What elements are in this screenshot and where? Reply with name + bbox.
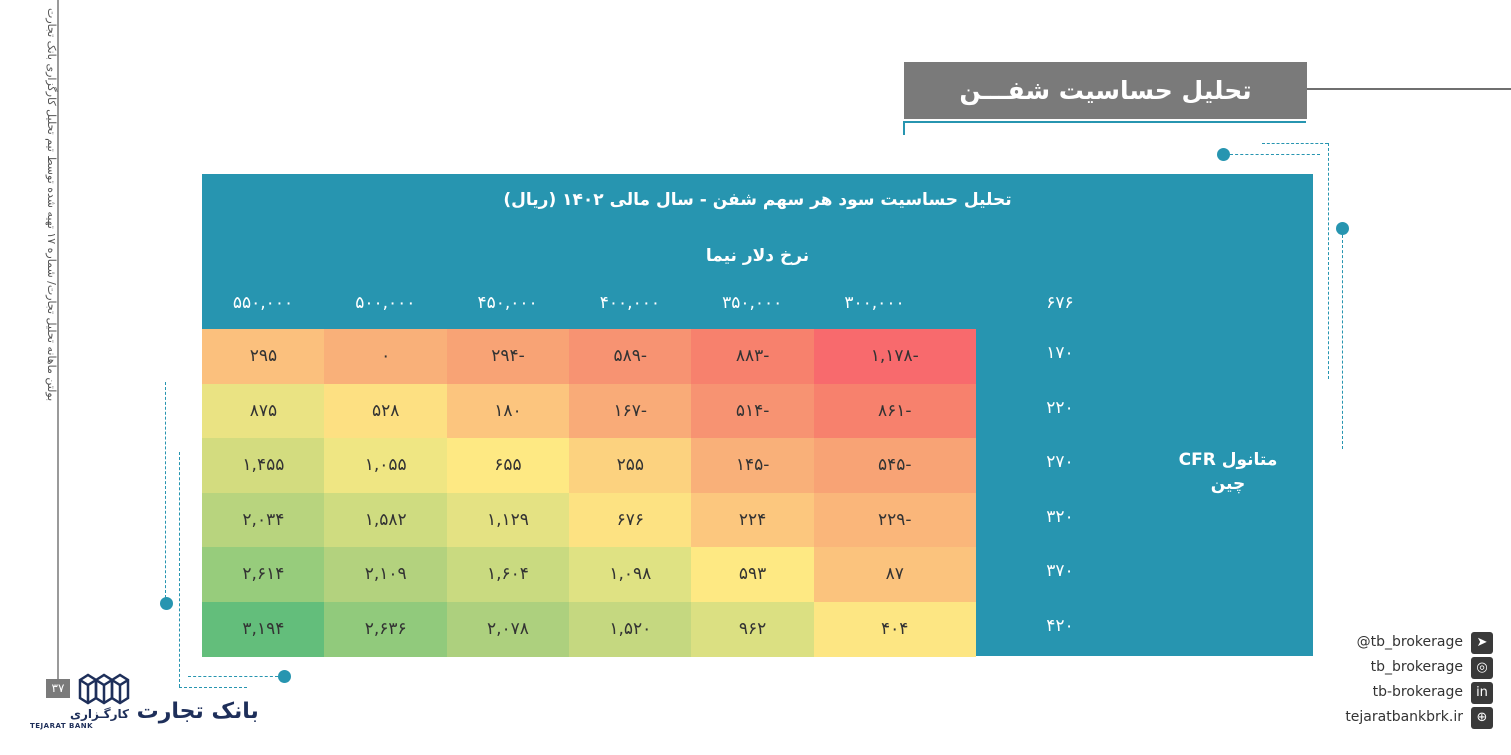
instagram-icon[interactable]: ◎: [1471, 657, 1493, 679]
decor-line: [1342, 235, 1343, 449]
table-cell: ۲۹۵: [202, 329, 325, 384]
title-tick: [903, 121, 905, 135]
logo-text: بانک تجارت کارگـزاری: [70, 699, 259, 724]
decor-line: [188, 676, 278, 677]
table-cell: ۲۲۴: [691, 492, 814, 548]
decor-line: [1230, 154, 1320, 155]
table-cell: ۱۴۵-: [691, 438, 814, 493]
table-cell: ۱,۵۸۲: [324, 492, 448, 548]
table-cell: ۲۲۹-: [813, 492, 976, 548]
table-cell: ۱,۴۵۵: [202, 438, 325, 493]
decor-dot: [160, 597, 173, 610]
row-header: ۱۷۰: [1046, 343, 1074, 363]
column-header: ۴۵۰,۰۰۰: [477, 293, 538, 313]
decor-dot: [1217, 148, 1230, 161]
table-cell: ۹۶۲: [691, 601, 814, 657]
column-header: ۴۰۰,۰۰۰: [599, 293, 660, 313]
table-cell: ۵۱۴-: [691, 383, 814, 439]
decor-line: [179, 687, 247, 688]
page-number: ۳۷: [46, 679, 70, 698]
table-cell: ۱,۰۹۸: [568, 547, 692, 602]
sidebar-rule: [57, 0, 59, 680]
decor-line: [165, 382, 166, 598]
table-cell: ۳,۱۹۴: [202, 601, 325, 657]
table-cell: ۸۶۱-: [813, 383, 976, 439]
column-header: ۵۵۰,۰۰۰: [232, 293, 294, 313]
table-cell: ۲,۶۱۴: [202, 547, 325, 602]
y-axis-label: متانول CFR چین: [1160, 448, 1296, 496]
decor-line: [1262, 143, 1328, 144]
table-cell: ۸۷۵: [202, 383, 325, 439]
row-header: ۳۲۰: [1046, 506, 1074, 527]
table-cell: ۱,۶۰۴: [446, 547, 570, 602]
table-cell: ۵۴۵-: [813, 438, 976, 493]
table-cell: ۵۲۸: [324, 383, 448, 439]
table-cell: ۲,۰۷۸: [446, 601, 570, 657]
table-cell: ۶۵۵: [446, 438, 570, 493]
globe-icon[interactable]: ⊕: [1471, 707, 1493, 729]
table-cell: ۱۶۷-: [568, 383, 692, 439]
table-corner: ۶۷۶: [1046, 293, 1074, 313]
table-cell: ۲,۰۳۴: [202, 492, 325, 548]
table-cell: ۶۷۶: [568, 492, 692, 548]
table-title: تحلیل حساسیت سود هر سهم شفن - سال مالی ۱…: [503, 190, 1012, 210]
y-axis-label-line2: چین: [1210, 474, 1246, 494]
decor-line: [179, 452, 180, 687]
decor-dot: [278, 670, 291, 683]
table-cell: ۵۹۳: [691, 547, 814, 602]
telegram-icon[interactable]: ➤: [1471, 632, 1493, 654]
row-header: ۲۷۰: [1046, 452, 1074, 472]
title-underline: [904, 121, 1306, 123]
y-axis-label-line1: متانول CFR: [1178, 450, 1278, 470]
page-title: تحلیل حساسیت شفـــن: [904, 62, 1307, 119]
table-cell: ۱,۵۲۰: [568, 601, 692, 657]
table-cell: ۸۷: [813, 547, 976, 602]
linkedin-icon[interactable]: in: [1471, 682, 1493, 704]
social-link-text[interactable]: tejaratbankbrk.ir: [1345, 709, 1463, 725]
x-axis-label: نرخ دلار نیما: [705, 246, 810, 266]
logo-icon: [78, 673, 130, 705]
table-cell: ۲,۶۳۶: [324, 601, 448, 657]
row-header: ۴۲۰: [1046, 615, 1074, 636]
row-header: ۳۷۰: [1046, 561, 1074, 581]
title-rule: [1306, 88, 1511, 90]
table-cell: ۱,۰۵۵: [324, 438, 448, 493]
social-link-text[interactable]: tb-brokerage: [1372, 684, 1463, 700]
column-header: ۵۰۰,۰۰۰: [355, 293, 416, 313]
table-cell: ۲۹۴-: [446, 329, 570, 384]
sidebar-caption: بولتن ماهانه تحلیل تجارت/ شماره ۱۷ تهیه …: [45, 8, 58, 402]
decor-dot: [1336, 222, 1349, 235]
row-header: ۲۲۰: [1046, 397, 1074, 418]
table-cell: ۱,۱۷۸-: [813, 329, 976, 384]
table-cell: ۲۵۵: [568, 438, 692, 493]
table-cell: ۴۰۴: [813, 601, 976, 657]
table-cell: ۸۸۳-: [691, 329, 814, 384]
column-header: ۳۵۰,۰۰۰: [722, 293, 783, 313]
social-link-text[interactable]: tb_brokerage: [1370, 659, 1463, 675]
table-cell: ۵۸۹-: [568, 329, 692, 384]
table-cell: ۲,۱۰۹: [324, 547, 448, 602]
column-header: ۳۰۰,۰۰۰: [844, 293, 905, 313]
social-link-text[interactable]: @tb_brokerage: [1356, 634, 1463, 650]
table-cell: ۱,۱۲۹: [446, 492, 570, 548]
decor-line: [1328, 143, 1329, 379]
logo-english-text: TEJARAT BANK: [30, 722, 94, 730]
table-cell: ۰: [324, 329, 448, 384]
table-cell: ۱۸۰: [446, 383, 570, 439]
